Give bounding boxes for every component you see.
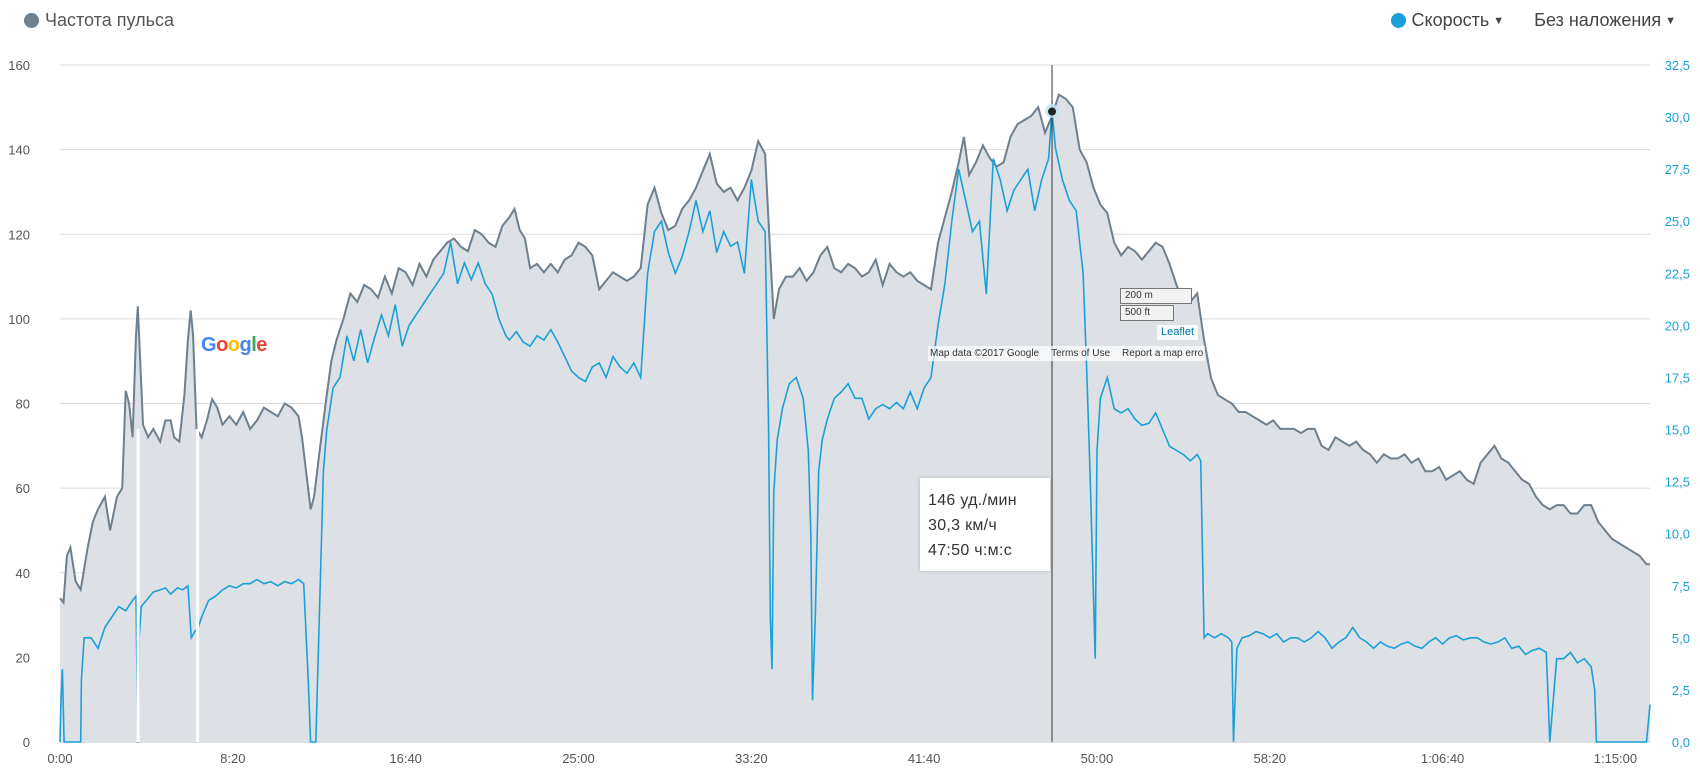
y-left-tick-label: 40 (16, 566, 30, 581)
y-left-tick-label: 80 (16, 397, 30, 412)
x-tick-label: 1:15:00 (1594, 751, 1637, 766)
map-scale-meters: 200 m (1120, 288, 1192, 304)
overlay-dropdown[interactable]: Без наложения ▼ (1534, 10, 1676, 31)
speed-line (59, 110, 1651, 743)
y-right-tick-label: 25,0 (1665, 214, 1690, 229)
y-right-tick-label: 20,0 (1665, 318, 1690, 333)
y-right-tick-label: 15,0 (1665, 423, 1690, 438)
legend-heart-rate-label: Частота пульса (45, 10, 174, 30)
map-data-text: Map data ©2017 Google (930, 348, 1040, 359)
map-scale-feet: 500 ft (1120, 305, 1174, 321)
x-tick-label: 58:20 (1254, 751, 1287, 766)
y-right-tick-label: 30,0 (1665, 110, 1690, 125)
cursor-hr-marker (1048, 107, 1057, 116)
y-right-tick-label: 2,5 (1672, 683, 1690, 698)
y-left-tick-label: 100 (8, 312, 30, 327)
x-tick-label: 8:20 (220, 751, 245, 766)
y-right-tick-label: 32,5 (1665, 58, 1690, 73)
google-logo: Google (201, 334, 267, 356)
y-right-tick-label: 10,0 (1665, 527, 1690, 542)
tooltip-speed: 30,3 км/ч (928, 517, 998, 534)
y-left-tick-label: 20 (16, 650, 30, 665)
y-left-tick-label: 0 (23, 735, 30, 750)
y-left-tick-label: 140 (8, 143, 30, 158)
y-left-tick-label: 160 (8, 58, 30, 73)
speed-dot-icon (1390, 13, 1406, 28)
y-axis-right: 0,0 2,5 5,0 7,5 10,0 12,5 15,0 17,5 20,0 22,5 25,0… (1665, 58, 1690, 750)
y-right-tick-label: 7,5 (1672, 579, 1690, 594)
hover-tooltip: 146 уд./мин 30,3 км/ч 47:50 ч:м:с (920, 478, 1050, 571)
tooltip-heart-rate: 146 уд./мин (928, 492, 1017, 509)
overlay-dropdown-label: Без наложения (1534, 10, 1662, 30)
terms-link[interactable]: Terms of Use (1051, 348, 1111, 359)
x-tick-label: 16:40 (389, 751, 422, 766)
caret-down-icon: ▼ (1493, 14, 1505, 27)
y-right-tick-label: 27,5 (1665, 162, 1690, 177)
x-tick-label: 0:00 (47, 751, 72, 766)
heart-rate-dot-icon (24, 13, 39, 28)
heart-rate-line (59, 93, 1650, 605)
heart-rate-area (60, 94, 1650, 743)
y-axis-left: 0 20 40 60 80 100 120 140 160 (8, 58, 30, 750)
caret-down-icon: ▼ (1665, 14, 1676, 27)
x-axis: 0:00 8:20 16:40 25:00 33:20 41:40 50:00 58:20 1:… (47, 751, 1637, 766)
y-right-tick-label: 22,5 (1665, 266, 1690, 281)
x-tick-label: 41:40 (908, 751, 941, 766)
x-tick-label: 33:20 (735, 751, 768, 766)
x-tick-label: 25:00 (562, 751, 595, 766)
map-attribution: Map data ©2017 Google Terms of Use Repor… (928, 346, 1206, 361)
report-link[interactable]: Report a map erro (1122, 348, 1204, 359)
legend-controls: Скорость ▼ Без наложения ▼ (1390, 10, 1676, 31)
tooltip-time: 47:50 ч:м:с (928, 542, 1013, 559)
speed-dropdown[interactable]: Скорость ▼ (1390, 10, 1505, 31)
y-right-tick-label: 5,0 (1672, 631, 1690, 646)
x-tick-label: 1:06:40 (1421, 751, 1464, 766)
y-right-tick-label: 0,0 (1672, 735, 1690, 750)
y-right-tick-label: 17,5 (1665, 370, 1690, 385)
y-left-tick-label: 120 (8, 227, 30, 242)
speed-dropdown-label: Скорость (1411, 10, 1490, 30)
leaflet-link[interactable]: Leaflet (1157, 325, 1199, 340)
y-left-tick-label: 60 (16, 481, 30, 496)
x-tick-label: 50:00 (1081, 751, 1114, 766)
legend-heart-rate[interactable]: Частота пульса (24, 10, 174, 31)
y-right-tick-label: 12,5 (1665, 475, 1690, 490)
